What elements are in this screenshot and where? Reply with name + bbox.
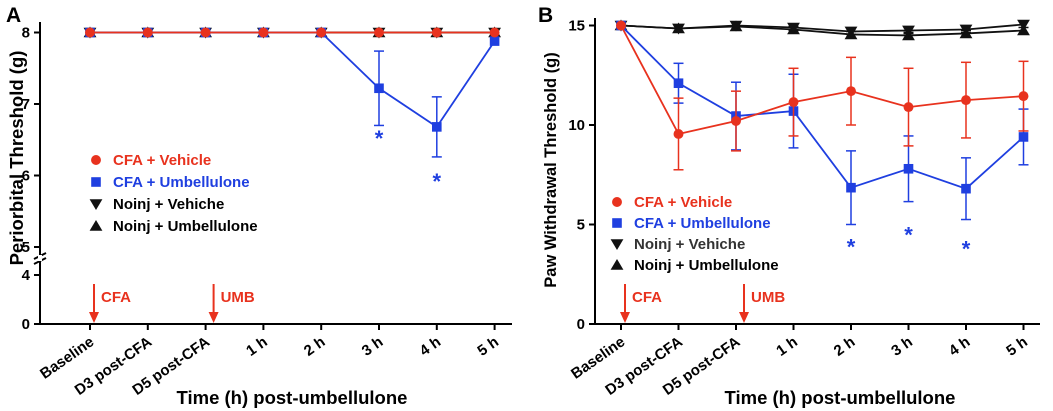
legend-marker-cfa-vehicle — [91, 155, 101, 165]
data-point — [1018, 132, 1029, 142]
significance-marker: * — [962, 236, 971, 261]
data-point — [200, 27, 211, 38]
series-line — [620, 23, 1024, 33]
legend-label-noinj-vehiche: Noinj + Vehiche — [634, 236, 745, 253]
y-tick-label: 7 — [22, 96, 30, 113]
y-tick-label: 0 — [577, 316, 585, 333]
x-tick-label: 3 h — [888, 333, 916, 359]
event-arrowhead — [208, 312, 219, 323]
data-point — [1018, 91, 1029, 102]
y-axis-title: Paw Withdrawal Threshold (g) — [542, 52, 560, 287]
x-tick-label: 1 h — [243, 333, 271, 359]
data-point — [731, 116, 741, 126]
legend-label-noinj-vehiche: Noinj + Vehiche — [113, 196, 224, 213]
significance-marker: * — [904, 222, 913, 247]
event-arrowhead — [89, 312, 99, 323]
data-point — [489, 36, 500, 46]
event-label-cfa: CFA — [632, 289, 662, 306]
x-tick-label: 2 h — [301, 333, 329, 359]
y-axis-title: Periorbital Threshold (g) — [6, 51, 27, 266]
x-tick-label: 3 h — [359, 333, 387, 359]
y-tick-label: 0 — [22, 316, 30, 333]
series-line — [620, 24, 1025, 190]
data-point — [903, 102, 914, 113]
data-point — [489, 27, 500, 38]
event-label-umb: UMB — [221, 289, 255, 306]
legend-marker-cfa-umbellulone — [612, 218, 622, 228]
y-tick-label: 8 — [22, 25, 30, 42]
data-point — [432, 122, 442, 132]
data-point — [142, 27, 153, 38]
panel-label: A — [6, 4, 21, 27]
data-point — [672, 23, 685, 35]
x-tick-label: 5 h — [1003, 333, 1031, 359]
x-tick-label: 4 h — [946, 333, 974, 359]
x-tick-label: 4 h — [417, 333, 445, 359]
data-point — [902, 25, 915, 37]
data-point — [258, 27, 269, 38]
legend-label-cfa-umbellulone: CFA + Umbellulone — [113, 174, 250, 191]
legend-label-noinj-umbellulone: Noinj + Umbellulone — [113, 218, 258, 235]
data-point — [374, 83, 384, 94]
legend-label-cfa-vehicle: CFA + Vehicle — [113, 152, 211, 169]
significance-marker: * — [433, 169, 442, 194]
event-arrowhead — [739, 312, 749, 323]
series-cfa-umbellulone — [85, 27, 500, 158]
legend-label-cfa-vehicle: CFA + Vehicle — [634, 194, 732, 211]
series-line — [90, 31, 496, 129]
data-point — [616, 20, 626, 31]
x-axis-title: Time (h) post-umbellulone — [177, 387, 408, 408]
axis-break-gap — [38, 255, 42, 261]
event-arrowhead — [620, 312, 630, 323]
y-tick-label: 10 — [568, 117, 585, 134]
significance-marker: * — [375, 126, 384, 151]
series-cfa-vehicle — [85, 27, 500, 38]
y-tick-label: 4 — [22, 267, 31, 284]
data-point — [374, 27, 384, 38]
event-label-cfa: CFA — [101, 289, 131, 306]
data-point — [673, 78, 684, 89]
x-tick-label: 5 h — [474, 333, 502, 359]
data-point — [787, 22, 800, 34]
legend-marker-noinj-umbellulone — [89, 220, 103, 231]
x-tick-label: 1 h — [773, 333, 801, 359]
data-point — [846, 86, 856, 97]
legend-marker-noinj-umbellulone — [610, 259, 624, 270]
data-point — [788, 97, 799, 108]
series-noinj-vehiche — [614, 19, 1030, 38]
event-label-umb: UMB — [751, 289, 785, 306]
data-point — [903, 163, 914, 174]
data-point — [431, 27, 442, 38]
y-tick-label: 15 — [568, 18, 585, 35]
legend-marker-cfa-umbellulone — [91, 177, 101, 187]
legend-marker-noinj-vehiche — [610, 239, 624, 250]
legend-marker-cfa-vehicle — [612, 197, 622, 207]
data-point — [846, 182, 856, 193]
data-point — [961, 183, 971, 194]
y-tick-label: 5 — [22, 239, 30, 256]
data-point — [1017, 19, 1030, 31]
significance-marker: * — [847, 234, 856, 259]
data-point — [844, 26, 858, 38]
y-tick-label: 6 — [22, 168, 30, 185]
data-point — [85, 27, 95, 38]
series-line — [620, 25, 1024, 135]
y-tick-label: 5 — [577, 217, 585, 234]
data-point — [316, 27, 327, 38]
panel-label: B — [538, 4, 553, 27]
legend-label-cfa-umbellulone: CFA + Umbellulone — [634, 215, 771, 232]
series-cfa-vehicle — [616, 20, 1029, 171]
data-point — [673, 128, 684, 139]
legend-marker-noinj-vehiche — [89, 199, 103, 210]
data-point — [961, 95, 971, 106]
data-point — [959, 24, 973, 36]
x-axis-title: Time (h) post-umbellulone — [725, 387, 956, 408]
data-point — [729, 20, 743, 32]
x-tick-label: 2 h — [831, 333, 859, 359]
legend-label-noinj-umbellulone: Noinj + Umbellulone — [634, 257, 779, 274]
